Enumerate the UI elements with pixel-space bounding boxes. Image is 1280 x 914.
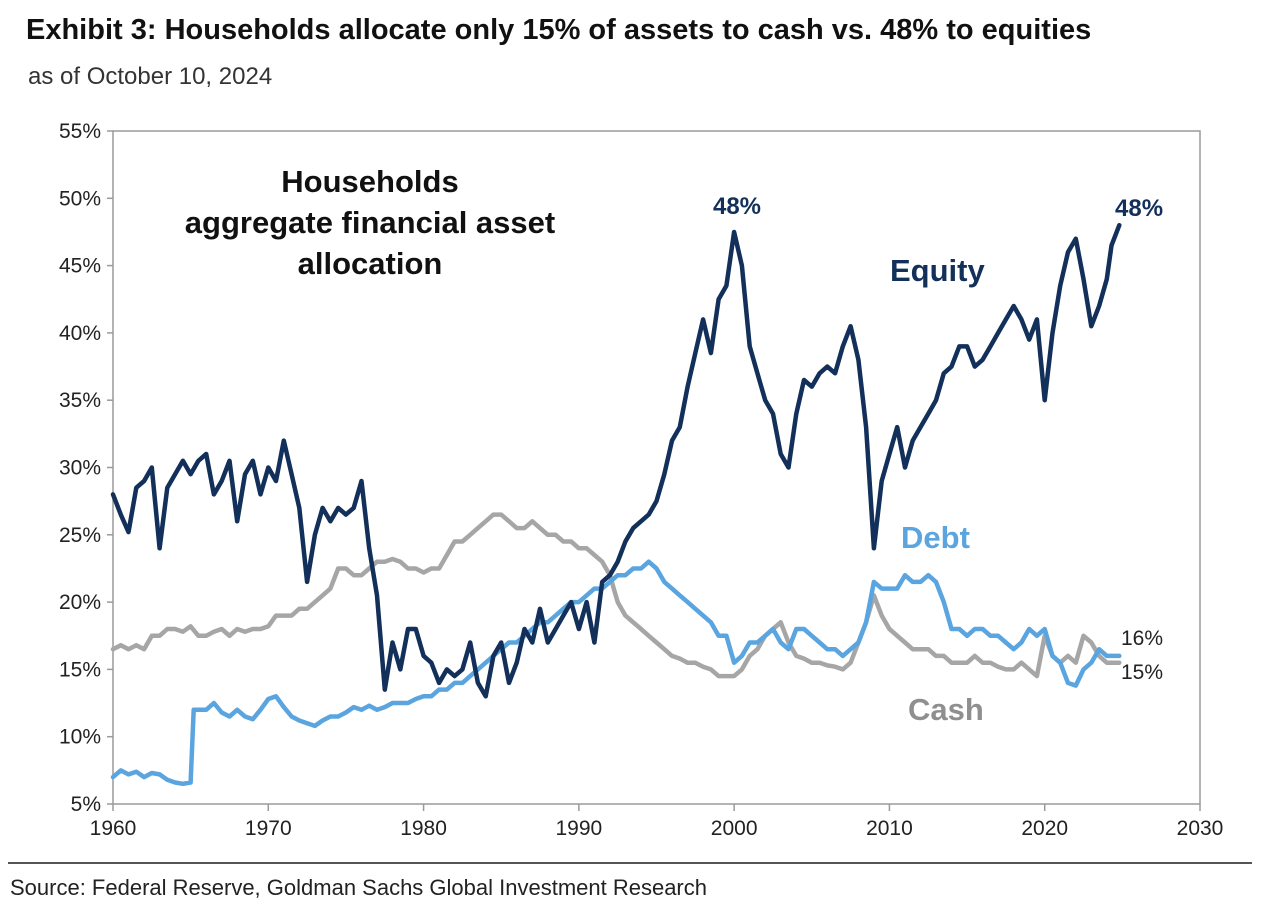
y-tick-label: 30% — [59, 457, 101, 480]
source-note: Source: Federal Reserve, Goldman Sachs G… — [10, 875, 707, 900]
x-tick-label: 1970 — [245, 817, 292, 840]
series-line-equity — [110, 222, 1122, 699]
series-line-cash — [110, 512, 1122, 679]
line-chart: 1960 1970 1980 1990 2000 2010 2020 2030 5% 10% 15%… — [59, 120, 1223, 840]
panel-title: Households aggregate financial asset alloc… — [185, 164, 555, 281]
chart-subtitle: as of October 10, 2024 — [28, 63, 273, 90]
series-line-debt — [110, 559, 1122, 787]
chart-annotations: Households aggregate financial asset alloc… — [185, 164, 1163, 727]
debt-label: Debt — [901, 520, 970, 555]
y-tick-label: 45% — [59, 255, 101, 278]
cash-end-value: 15% — [1121, 661, 1163, 684]
x-tick-label: 2020 — [1021, 817, 1068, 840]
y-tick-label: 20% — [59, 591, 101, 614]
cash-label: Cash — [908, 692, 984, 727]
y-tick-label: 55% — [59, 120, 101, 143]
equity-end-value: 48% — [1115, 195, 1163, 222]
y-tick-label: 35% — [59, 389, 101, 412]
y-tick-label: 50% — [59, 187, 101, 210]
x-tick-label: 1980 — [400, 817, 447, 840]
footer-rule — [8, 862, 1252, 864]
y-tick-label: 40% — [59, 322, 101, 345]
x-tick-label: 2000 — [711, 817, 758, 840]
chart-title: Exhibit 3: Households allocate only 15% … — [26, 14, 1092, 46]
chart-lines — [110, 222, 1122, 787]
equity-label: Equity — [890, 253, 985, 288]
x-tick-label: 2010 — [866, 817, 913, 840]
equity-peak-value: 48% — [713, 193, 761, 220]
x-tick-label: 1990 — [555, 817, 602, 840]
y-tick-label: 10% — [59, 726, 101, 749]
y-tick-label: 15% — [59, 658, 101, 681]
x-tick-label: 2030 — [1177, 817, 1224, 840]
debt-end-value: 16% — [1121, 627, 1163, 650]
x-tick-label: 1960 — [90, 817, 137, 840]
y-tick-label: 5% — [71, 793, 101, 816]
y-tick-label: 25% — [59, 524, 101, 547]
chart-axes: 1960 1970 1980 1990 2000 2010 2020 2030 5% 10% 15%… — [59, 120, 1223, 840]
